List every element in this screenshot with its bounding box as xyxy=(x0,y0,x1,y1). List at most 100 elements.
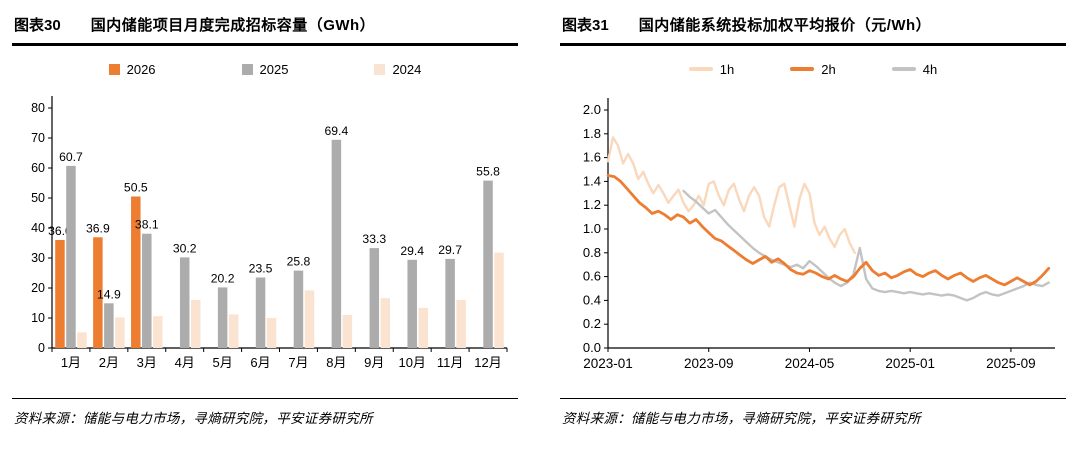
axis-label: 0 xyxy=(38,341,45,355)
axis-label: 38.1 xyxy=(135,218,159,232)
bar xyxy=(266,318,277,348)
bar-chart-header: 图表30 国内储能项目月度完成招标容量（GWh） xyxy=(12,8,518,46)
bar xyxy=(104,303,114,348)
axis-label: 0.4 xyxy=(583,292,601,307)
axis-label: 33.3 xyxy=(362,232,386,246)
axis-label: 0.6 xyxy=(583,269,601,284)
axis-label: 4月 xyxy=(175,355,195,370)
axis-label: 0.2 xyxy=(583,316,601,331)
bar xyxy=(456,300,466,348)
line-series-4h xyxy=(682,189,1050,302)
bar-chart-legend: 2026 2025 2024 xyxy=(12,60,518,78)
line-series-2h xyxy=(606,174,1051,287)
legend-swatch-icon xyxy=(374,63,386,75)
legend-swatch-icon xyxy=(790,67,815,71)
axis-label: 55.8 xyxy=(476,165,500,179)
line-chart-legend: 1h 2h 4h xyxy=(560,60,1066,78)
axis-label: 5月 xyxy=(213,355,233,370)
bar xyxy=(445,258,455,348)
bar xyxy=(55,240,65,348)
panel-bar-chart: 图表30 国内储能项目月度完成招标容量（GWh） 2026 2025 2024 0 1… xyxy=(12,8,518,429)
axis-label: 60 xyxy=(31,161,45,175)
legend-item-2026: 2026 xyxy=(108,61,156,77)
axis-label: 2月 xyxy=(99,355,119,370)
bar xyxy=(407,259,417,348)
axis-label: 10月 xyxy=(398,355,425,370)
line-chart-source: 资料来源：储能与电力市场，寻熵研究院，平安证券研究所 xyxy=(560,398,1066,429)
axis-label: 60.7 xyxy=(59,150,83,164)
axis-label: 14.9 xyxy=(97,287,121,301)
legend-item-2h: 2h xyxy=(790,61,836,77)
axis-label: 6月 xyxy=(250,355,270,370)
axis-label: 30.2 xyxy=(173,241,197,255)
bar-chart-source: 资料来源：储能与电力市场，寻熵研究院，平安证券研究所 xyxy=(12,398,518,429)
bar-chart-title: 国内储能项目月度完成招标容量（GWh） xyxy=(90,17,376,34)
axis-label: 29.4 xyxy=(400,244,424,258)
line-chart-header: 图表31 国内储能系统投标加权平均报价（元/Wh） xyxy=(560,8,1066,46)
panel-line-chart: 图表31 国内储能系统投标加权平均报价（元/Wh） 1h 2h 4h 0.0 0.2 0… xyxy=(560,8,1066,429)
bar xyxy=(217,287,228,348)
axis-label: 70 xyxy=(31,131,45,145)
axis-label: 1.8 xyxy=(583,126,601,141)
legend-label: 2026 xyxy=(126,61,156,77)
axis-label: 1.0 xyxy=(583,221,601,236)
legend-swatch-icon xyxy=(108,63,120,75)
bar xyxy=(380,298,391,348)
line-axes: 0.0 0.2 0.4 0.6 0.8 1.0 1.2 1.4 1.6 1.8 2.0 2023-01… xyxy=(583,98,1055,371)
axis-label: 23.5 xyxy=(249,262,273,276)
axis-label: 0.0 xyxy=(583,340,601,355)
bar-series-2025: 60.7 14.9 38.1 30.2 20.2 23.5 25.8 69.4 33.3 29.4… xyxy=(59,124,500,348)
line-chart-title: 国内储能系统投标加权平均报价（元/Wh） xyxy=(638,17,932,34)
legend-label: 2h xyxy=(821,61,836,77)
bar xyxy=(369,248,380,348)
axis-label: 69.4 xyxy=(325,124,349,138)
axis-label: 20.2 xyxy=(211,271,235,285)
bar xyxy=(77,332,87,348)
bar xyxy=(66,165,76,348)
axis-label: 2.0 xyxy=(583,102,601,117)
bar-fig-label: 图表30 xyxy=(14,17,61,34)
axis-label: 40 xyxy=(31,221,45,235)
line-series-1h xyxy=(606,136,856,255)
axis-label: 1.4 xyxy=(583,173,601,188)
axis-label: 36.9 xyxy=(86,221,110,235)
axis-label: 1.6 xyxy=(583,150,601,165)
bar-series-2024 xyxy=(77,252,504,348)
axis-label: 80 xyxy=(31,101,45,115)
bar xyxy=(131,196,141,348)
bar-series-2026: 36.0 36.9 50.5 xyxy=(48,181,148,348)
axis-label: 7月 xyxy=(288,355,308,370)
axis-label: 30 xyxy=(31,251,45,265)
axis-label: 2023-09 xyxy=(684,356,734,371)
axis-label: 25.8 xyxy=(287,255,311,269)
bar-axes: 0 10 20 30 40 50 60 70 80 1月 2月 3月 4月 5月 6月 7月 8月 9月 10月 11… xyxy=(31,96,508,370)
axis-label: 11月 xyxy=(437,355,464,370)
legend-item-2024: 2024 xyxy=(374,62,421,77)
axis-label: 12月 xyxy=(474,355,501,370)
bar xyxy=(304,290,315,348)
axis-label: 1.2 xyxy=(583,197,601,212)
axis-label: 10 xyxy=(31,311,45,325)
bar xyxy=(228,314,239,348)
legend-item-4h: 4h xyxy=(891,61,938,77)
axis-label: 36.0 xyxy=(48,224,72,238)
bar xyxy=(255,277,266,348)
legend-label: 1h xyxy=(719,61,735,77)
bar xyxy=(331,139,342,348)
bar xyxy=(142,233,152,348)
bar-chart: 0 10 20 30 40 50 60 70 80 1月 2月 3月 4月 5月 6月 7月 8月 9月 10月 11… xyxy=(31,96,508,370)
report-figures-page: 图表30 国内储能项目月度完成招标容量（GWh） 2026 2025 2024 0 1… xyxy=(12,8,1066,429)
bar xyxy=(293,270,304,348)
bar xyxy=(153,316,163,348)
legend-swatch-icon xyxy=(891,67,916,71)
axis-label: 20 xyxy=(31,281,45,295)
axis-label: 3月 xyxy=(137,355,157,370)
legend-label: 2025 xyxy=(259,61,289,77)
legend-swatch-icon xyxy=(241,63,253,75)
axis-label: 29.7 xyxy=(438,243,462,257)
line-fig-label: 图表31 xyxy=(562,17,609,34)
bar xyxy=(342,315,353,348)
bar xyxy=(179,257,190,348)
legend-label: 4h xyxy=(922,61,938,77)
line-chart: 0.0 0.2 0.4 0.6 0.8 1.0 1.2 1.4 1.6 1.8 2.0 2023-01… xyxy=(583,98,1055,371)
